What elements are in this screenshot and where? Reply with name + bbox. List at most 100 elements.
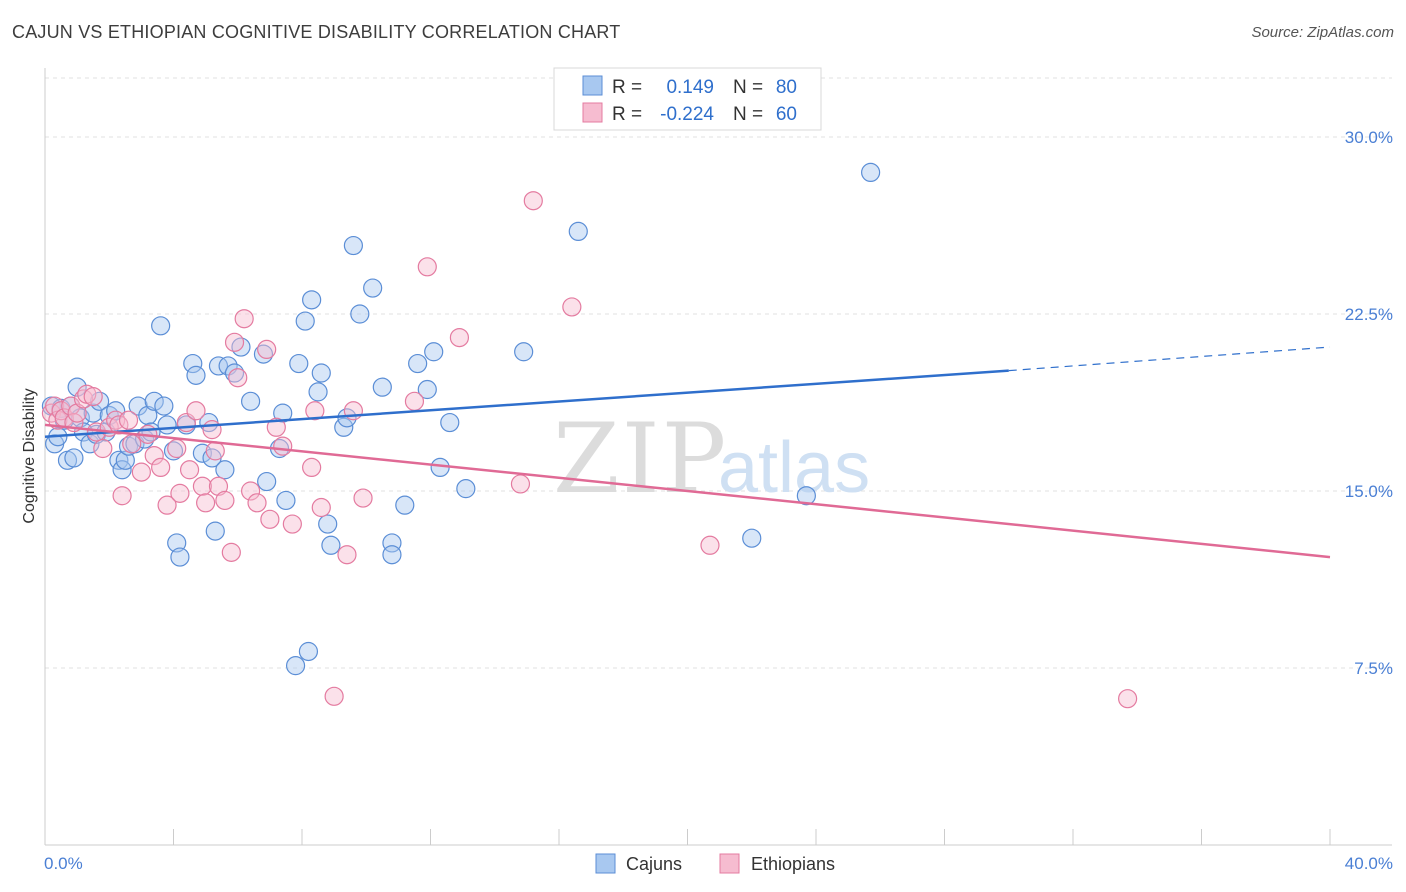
legend-ethiopian-r-value: -0.224 [660,104,714,125]
cajun-point-48 [257,471,277,492]
ethiopian-point-21 [144,446,164,466]
cajun-point-7 [64,448,84,468]
ethiopian-point-54 [417,257,437,277]
cajun-point-80 [861,162,881,182]
series-legend: Cajuns Ethiopians [595,853,835,874]
cajun-point-35 [183,353,203,374]
cajun-point-71 [417,379,437,400]
legend-ethiopian-swatch [582,102,603,123]
ethiopian-point-35 [221,542,241,562]
ethiopian-point-50 [337,545,357,565]
ethiopian-trend-line [44,423,1331,559]
ethiopian-point-55 [449,328,470,348]
ethiopian-point-29 [192,476,213,496]
cajun-point-28 [151,316,171,336]
ethiopians-legend-label: Ethiopians [751,854,835,874]
cajun-point-57 [308,382,328,402]
cajun-point-53 [289,353,309,374]
ethiopian-point-40 [247,493,267,513]
watermark-atlas: atlas [718,428,870,508]
cajun-point-20 [115,450,135,470]
cajun-point-74 [440,412,460,433]
watermark: ZIP atlas [553,403,870,515]
ethiopian-point-28 [186,401,206,421]
ethiopian-point-15 [109,415,129,435]
cajun-point-78 [742,528,762,548]
cajun-point-72 [424,342,444,362]
ethiopian-point-32 [205,441,225,461]
cajun-point-79 [796,486,816,506]
cajun-point-69 [395,495,415,515]
cajun-point-58 [311,363,331,383]
ethiopian-point-43 [266,417,286,437]
cajun-point-46 [241,391,261,411]
ethiopian-point-57 [523,191,543,211]
cajun-point-68 [382,545,402,565]
y-axis-label: Cognitive Disability [21,388,38,523]
chart-title: CAJUN VS ETHIOPIAN COGNITIVE DISABILITY … [12,22,621,42]
ethiopian-point-36 [224,332,245,352]
cajun-point-55 [298,641,319,662]
ethiopian-point-25 [170,483,190,503]
ethiopian-point-38 [234,309,254,329]
cajun-point-27 [144,391,164,411]
watermark-zip: ZIP [553,403,728,515]
ethiopian-point-49 [324,686,344,706]
ethiopian-point-34 [215,490,235,511]
legend-cajun-r-value: 0.149 [666,77,714,98]
ethiopian-point-33 [208,476,229,496]
cajun-point-60 [321,535,341,555]
cajun-point-8 [67,377,87,397]
ethiopian-point-48 [311,497,331,518]
ethiopian-point-41 [257,339,277,359]
tick-labels: 7.5% 15.0% 22.5% 30.0% 0.0% 40.0% [44,128,1393,873]
ethiopian-point-17 [118,410,139,430]
cajun-point-30 [157,415,177,435]
x-tick-label-1: 40.0% [1345,854,1393,873]
cajun-point-40 [205,521,225,541]
ethiopian-point-31 [202,420,222,440]
cajun-trend-line [44,369,1009,438]
legend-ethiopian-n-label: N = [733,104,763,125]
cajun-point-54 [295,311,315,331]
ethiopian-point-46 [302,457,322,477]
cajun-point-59 [318,514,338,534]
ethiopian-point-52 [353,488,373,508]
cajun-trend-extension [1008,346,1331,372]
cajun-point-63 [343,235,363,256]
ethiopian-point-19 [131,462,151,482]
cajun-point-65 [363,278,383,298]
legend-cajun-n-value: 80 [776,77,797,98]
ethiopian-point-42 [260,509,280,529]
correlation-legend: R = 0.149 N = 80 R = -0.224 N = 60 [553,67,822,131]
legend-cajun-r-label: R = [612,77,642,98]
cajun-point-29 [154,396,174,416]
cajun-point-52 [285,656,306,676]
cajun-point-12 [83,403,103,423]
ethiopian-points [41,191,1138,709]
cajun-point-25 [138,405,158,426]
cajun-points [41,162,881,676]
cajuns-legend-swatch [595,853,616,874]
ethiopian-point-24 [167,438,187,459]
legend-cajun-n-label: N = [733,77,763,98]
y-tick-label-1: 15.0% [1345,482,1393,501]
cajun-point-76 [514,342,534,362]
cajun-point-77 [568,221,588,241]
ethiopian-point-53 [404,391,425,411]
legend-ethiopian-n-value: 60 [776,104,797,125]
legend-ethiopian-r-label: R = [612,104,642,125]
cajun-point-42 [215,460,235,480]
ethiopian-point-23 [157,495,177,515]
cajun-point-56 [302,290,322,310]
ethiopian-point-7 [67,403,87,423]
legend-cajun-swatch [582,75,603,96]
ethiopian-point-45 [282,514,302,534]
ethiopian-point-44 [273,436,293,456]
cajun-point-41 [208,356,229,376]
ethiopian-point-58 [562,297,582,317]
y-tick-label-0: 7.5% [1354,659,1393,678]
ethiopian-point-16 [112,486,132,506]
ethiopian-point-60 [1118,689,1138,709]
ethiopian-point-37 [228,368,248,388]
